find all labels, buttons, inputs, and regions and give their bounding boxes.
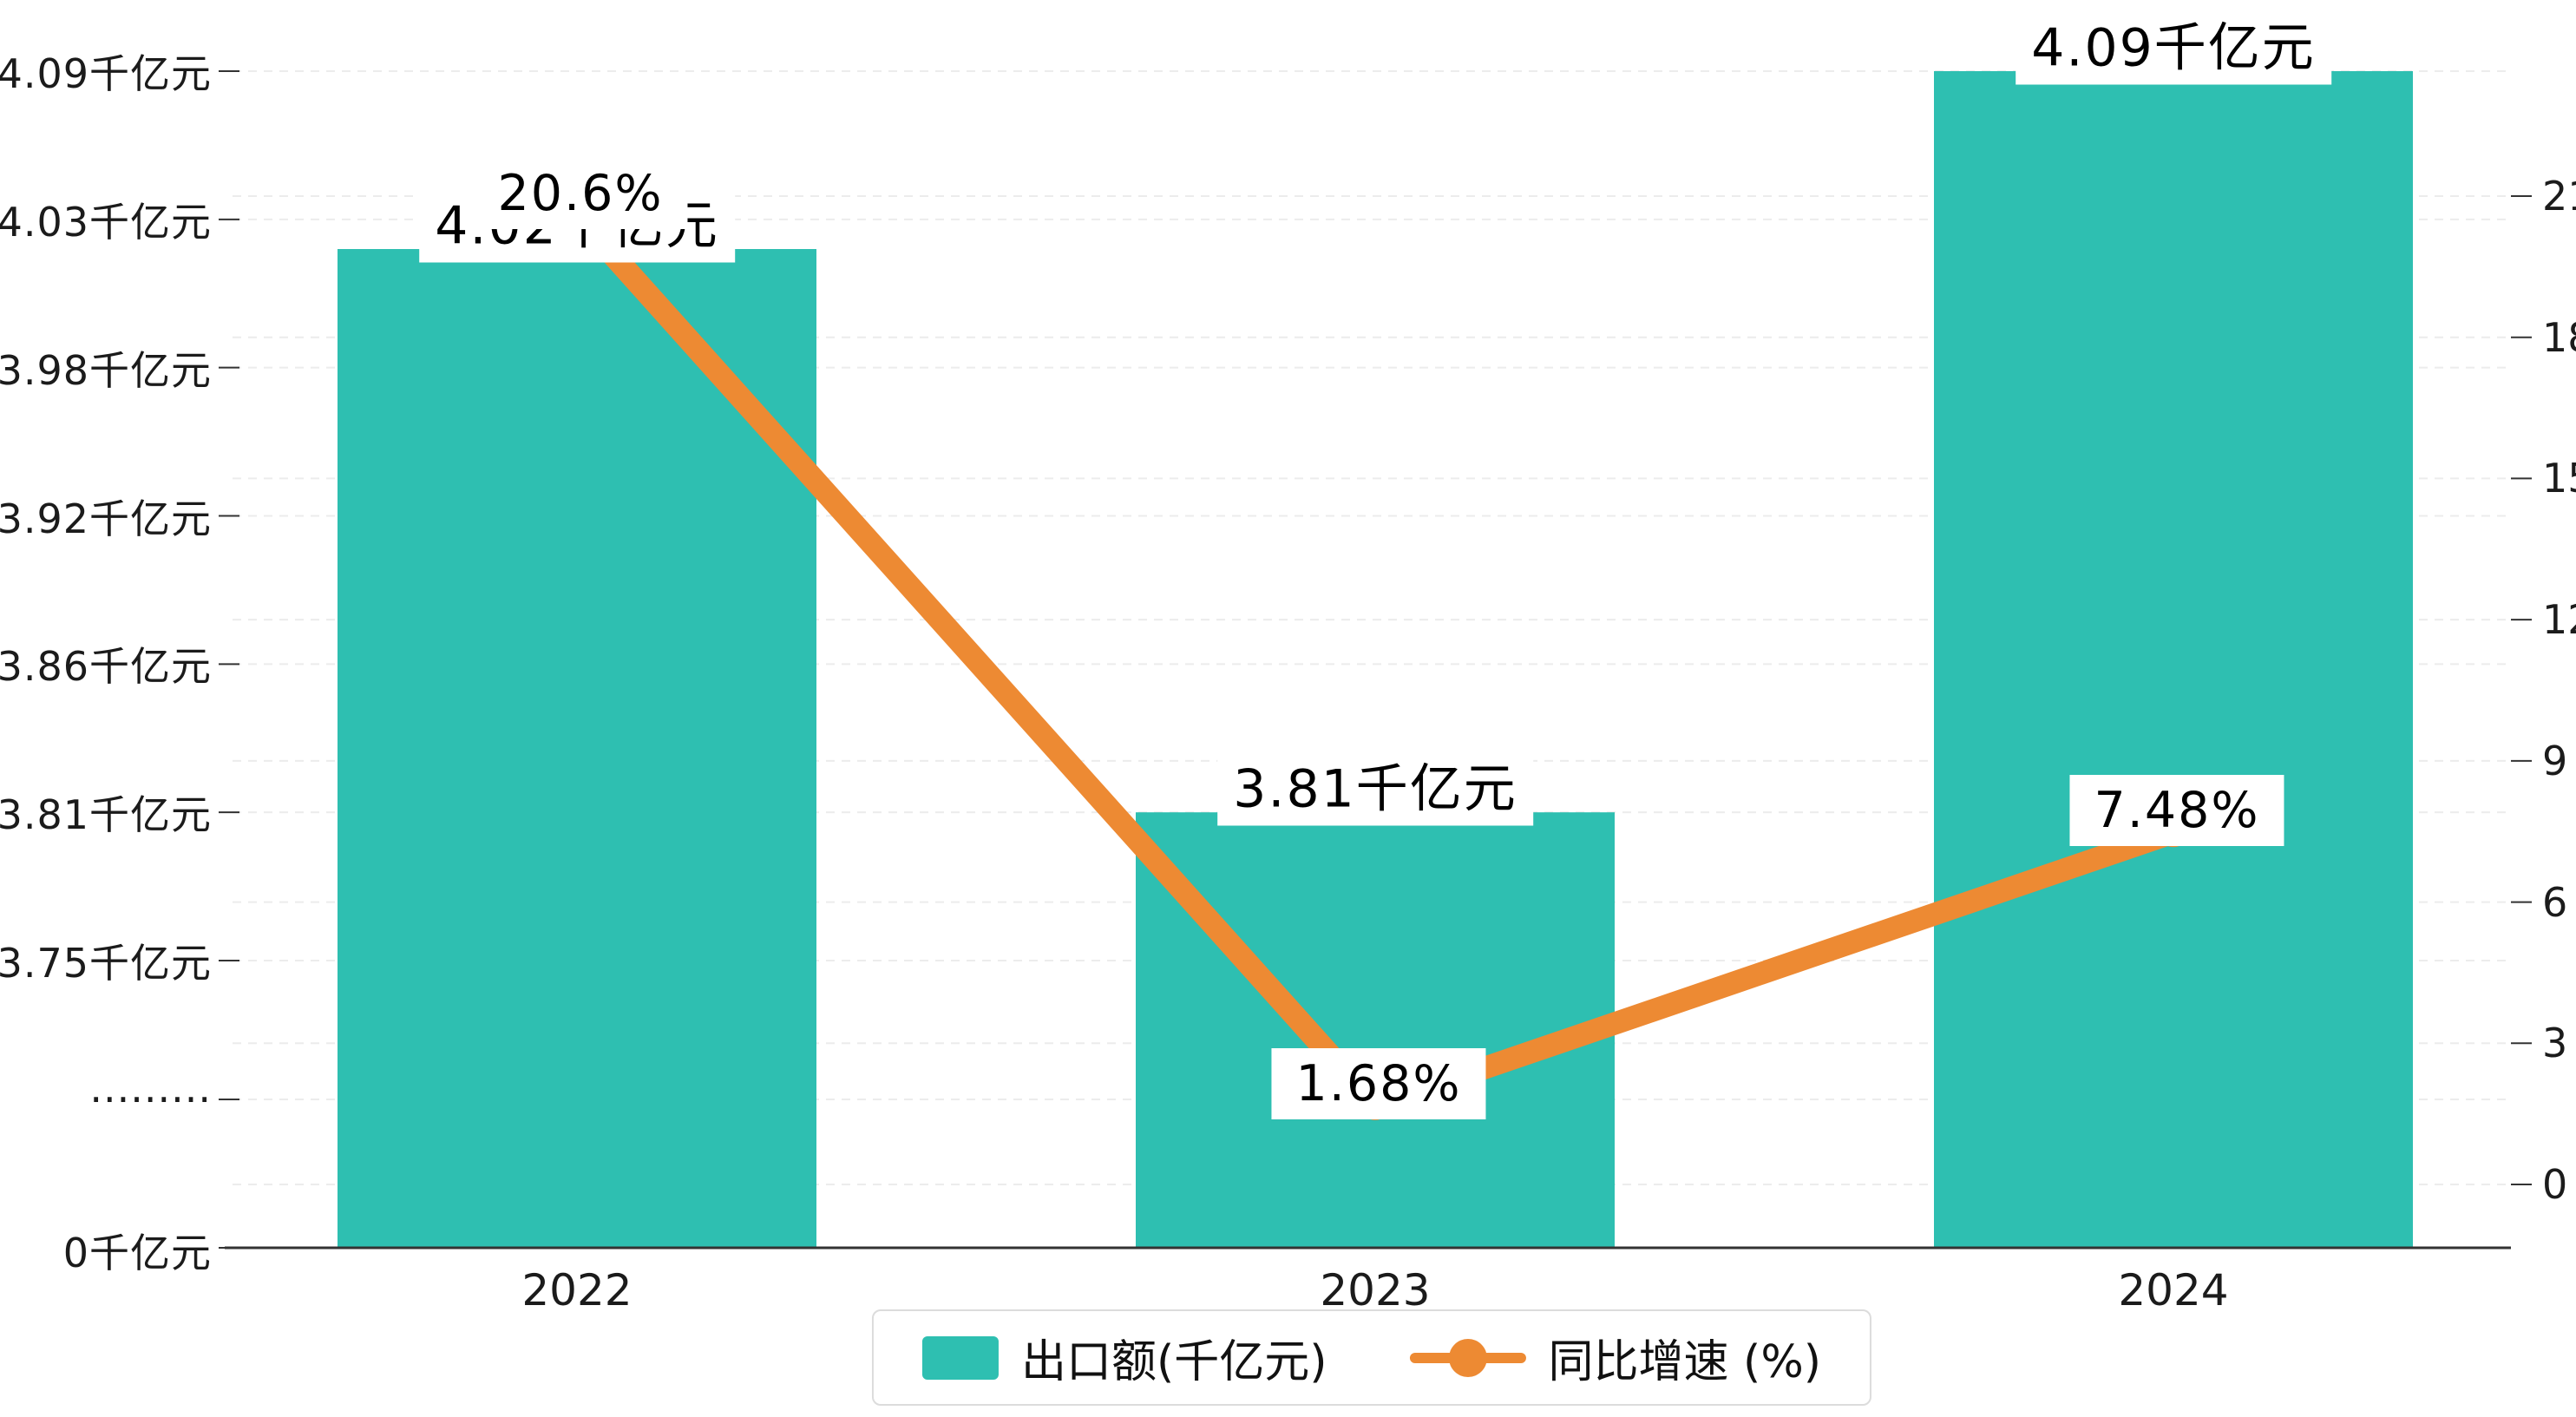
legend: 出口额(千亿元) 同比增速 (%): [871, 1309, 1872, 1406]
left-axis-label: 4.09千亿元: [0, 50, 212, 97]
bar-value-label: 4.09千亿元: [2016, 2, 2331, 85]
right-axis-label: 3: [2542, 1020, 2568, 1067]
legend-item-exports[interactable]: 出口额(千亿元): [921, 1325, 1327, 1390]
left-axis-label: 3.92千亿元: [0, 495, 212, 542]
line-value-label: 1.68%: [1271, 1047, 1486, 1119]
legend-label-growth: 同比增速 (%): [1548, 1336, 1822, 1388]
right-axis-label: 0: [2542, 1161, 2568, 1208]
left-axis-label: 3.98千亿元: [0, 346, 212, 394]
line-value-label: 20.6%: [473, 157, 688, 229]
bar-2023[interactable]: [1136, 812, 1615, 1248]
right-axis-label: 18: [2542, 313, 2576, 361]
line-value-label: 7.48%: [2069, 775, 2284, 847]
bar-2024[interactable]: [1934, 71, 2413, 1248]
x-axis-label: 2022: [521, 1265, 633, 1315]
x-axis-label: 2024: [2118, 1265, 2229, 1315]
line-dot-icon: [1448, 1338, 1487, 1377]
legend-label-exports: 出口额(千亿元): [1020, 1336, 1327, 1388]
left-axis-label: 4.03千亿元: [0, 198, 212, 246]
legend-item-growth[interactable]: 同比增速 (%): [1409, 1325, 1822, 1390]
left-axis-label: 3.75千亿元: [0, 940, 212, 987]
x-axis-label: 2023: [1320, 1265, 1431, 1315]
right-axis-label: 9: [2542, 737, 2568, 784]
bar-2022[interactable]: [338, 249, 816, 1248]
right-axis-label: 15: [2542, 455, 2576, 502]
left-axis-label: 3.81千亿元: [0, 791, 212, 839]
left-axis-label: 0千亿元: [62, 1230, 212, 1276]
left-axis-label: ·········: [89, 1076, 212, 1123]
right-axis-label: 6: [2542, 878, 2568, 926]
right-axis-label: 12: [2542, 596, 2576, 644]
bar-value-label: 3.81千亿元: [1217, 743, 1533, 826]
line-marker-icon: [1409, 1338, 1526, 1377]
left-axis-label: 3.86千亿元: [0, 643, 212, 691]
right-axis-label: 21: [2542, 173, 2576, 220]
bar-swatch-icon: [921, 1335, 999, 1380]
